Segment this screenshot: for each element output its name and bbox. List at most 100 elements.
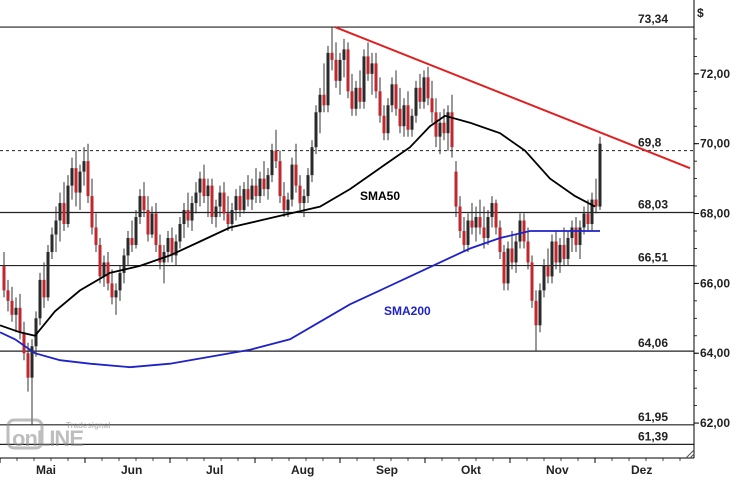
y-tick-label-5: 72,00 — [700, 67, 730, 81]
series-line-sma200 — [0, 230, 600, 369]
candle-body-35 — [142, 196, 146, 211]
candle-body-62 — [250, 185, 254, 200]
candle-body-138 — [554, 241, 558, 263]
candle-body-142 — [570, 227, 574, 238]
level-label-0: 73,34 — [638, 12, 668, 26]
candle-body-101 — [406, 105, 410, 130]
candle-body-122 — [490, 203, 494, 218]
x-tick-label-7: Dez — [631, 463, 652, 477]
candle-body-41 — [166, 237, 170, 252]
candle-body-129 — [518, 220, 522, 242]
candle-body-148 — [594, 199, 598, 207]
candle-body-30 — [122, 255, 126, 273]
candle-body-118 — [474, 217, 478, 228]
candle-body-61 — [246, 189, 250, 200]
candle-body-145 — [582, 213, 586, 228]
candle-body-67 — [270, 150, 274, 176]
watermark-logo: Tradesignal onLINE — [6, 418, 110, 451]
candle-body-147 — [590, 199, 594, 225]
candle-body-21 — [86, 161, 90, 197]
candle-body-86 — [346, 49, 350, 92]
candle-body-17 — [70, 168, 74, 186]
candle-body-75 — [302, 196, 306, 204]
candle-body-149 — [598, 143, 602, 207]
candle-body-80 — [322, 94, 326, 106]
moving-averages — [0, 114, 600, 369]
candle-body-28 — [114, 290, 118, 298]
candle-body-134 — [538, 290, 542, 326]
candle-body-111 — [446, 112, 450, 134]
level-label-1: 69,8 — [638, 136, 662, 150]
candle-body-31 — [126, 237, 130, 256]
candle-body-117 — [470, 220, 474, 228]
candle-body-54 — [218, 192, 222, 207]
candle-body-32 — [130, 237, 134, 245]
candle-body-47 — [190, 203, 194, 221]
candle-body-76 — [306, 175, 310, 197]
candle-body-55 — [222, 192, 226, 214]
candle-body-6 — [26, 353, 30, 378]
candle-body-37 — [150, 213, 154, 235]
candle-body-104 — [418, 87, 422, 102]
candle-body-93 — [374, 63, 378, 92]
candle-body-53 — [214, 206, 218, 218]
candle-body-69 — [278, 161, 282, 197]
candle-body-42 — [170, 237, 174, 256]
candle-body-140 — [562, 244, 566, 259]
logo-badge — [6, 418, 44, 450]
candle-body-46 — [186, 210, 190, 221]
candle-body-56 — [226, 213, 230, 225]
candle-body-23 — [94, 227, 98, 245]
candle-body-22 — [90, 196, 94, 228]
candle-body-78 — [314, 112, 318, 148]
candle-body-81 — [326, 52, 330, 106]
candle-body-58 — [234, 196, 238, 211]
candle-body-84 — [338, 59, 342, 81]
candle-body-10 — [42, 279, 46, 298]
candle-body-83 — [334, 59, 338, 81]
candle-body-79 — [318, 94, 322, 113]
candle-body-109 — [438, 122, 442, 137]
candle-body-34 — [138, 196, 142, 218]
candle-body-98 — [394, 84, 398, 109]
y-tick-label-4: 70,00 — [700, 137, 730, 151]
x-tick-label-2: Jul — [206, 463, 223, 477]
candle-body-108 — [434, 112, 438, 137]
candle-body-65 — [262, 178, 266, 190]
candle-body-63 — [254, 185, 258, 197]
candle-body-82 — [330, 52, 334, 60]
candle-body-13 — [54, 220, 58, 235]
candle-body-60 — [242, 189, 246, 211]
candle-body-144 — [578, 227, 582, 245]
candle-body-0 — [2, 265, 6, 291]
candle-body-116 — [466, 220, 470, 245]
candle-body-85 — [342, 49, 346, 60]
candle-body-143 — [574, 227, 578, 245]
candle-body-103 — [414, 87, 418, 116]
candle-body-115 — [462, 231, 466, 245]
candle-body-106 — [426, 77, 430, 99]
candle-body-43 — [174, 241, 178, 256]
candle-body-50 — [202, 178, 206, 197]
candle-body-73 — [294, 164, 298, 186]
candle-body-131 — [526, 241, 530, 263]
series-line-sma50 — [0, 114, 596, 337]
candle-body-36 — [146, 210, 150, 235]
candle-body-70 — [282, 196, 286, 211]
candle-body-38 — [154, 213, 158, 245]
candle-body-26 — [106, 262, 110, 284]
candle-body-48 — [194, 192, 198, 204]
candle-body-68 — [274, 150, 278, 162]
candle-body-107 — [430, 98, 434, 113]
currency-label: $ — [697, 6, 704, 20]
x-tick-label-5: Okt — [461, 463, 481, 477]
candle-body-128 — [514, 241, 518, 263]
candle-body-44 — [178, 224, 182, 242]
candle-body-130 — [522, 220, 526, 242]
candle-body-112 — [450, 112, 454, 148]
candle-body-125 — [502, 251, 506, 284]
candle-body-100 — [402, 105, 406, 127]
candle-body-105 — [422, 77, 426, 102]
candle-body-19 — [78, 171, 82, 193]
